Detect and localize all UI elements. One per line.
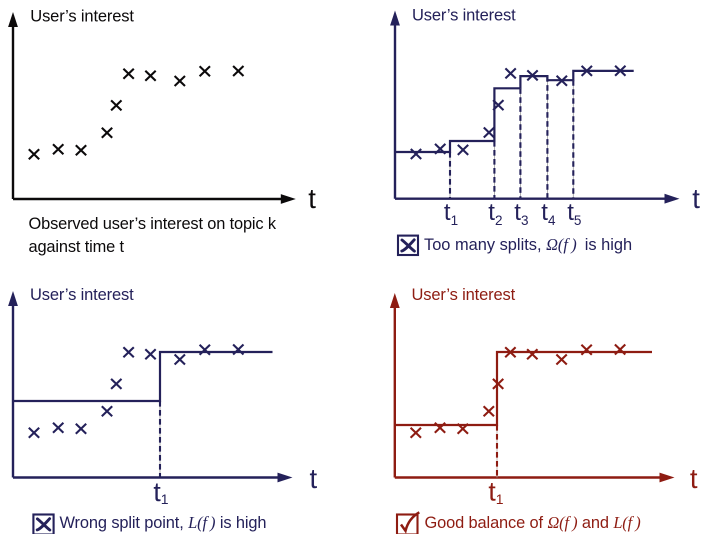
svg-text:Too many splits, Ω(f ) is high: Too many splits, Ω(f ) is high: [424, 235, 632, 254]
svg-text:t: t: [690, 463, 698, 494]
svg-text:t: t: [692, 183, 700, 214]
svg-text:t: t: [310, 463, 318, 494]
svg-text:against time t: against time t: [29, 238, 125, 256]
svg-text:Observed user’s interest on to: Observed user’s interest on topic k: [29, 215, 277, 233]
svg-text:User’s interest: User’s interest: [412, 7, 516, 25]
svg-text:Wrong split point, L(f ) is hi: Wrong split point, L(f ) is high: [60, 513, 267, 532]
svg-text:User’s interest: User’s interest: [412, 286, 516, 304]
svg-text:User’s interest: User’s interest: [30, 286, 134, 304]
svg-text:t: t: [308, 183, 316, 214]
svg-text:Good balance of Ω(f ) and L(f: Good balance of Ω(f ) and L(f ): [425, 513, 641, 532]
svg-text:User’s interest: User’s interest: [30, 8, 134, 26]
